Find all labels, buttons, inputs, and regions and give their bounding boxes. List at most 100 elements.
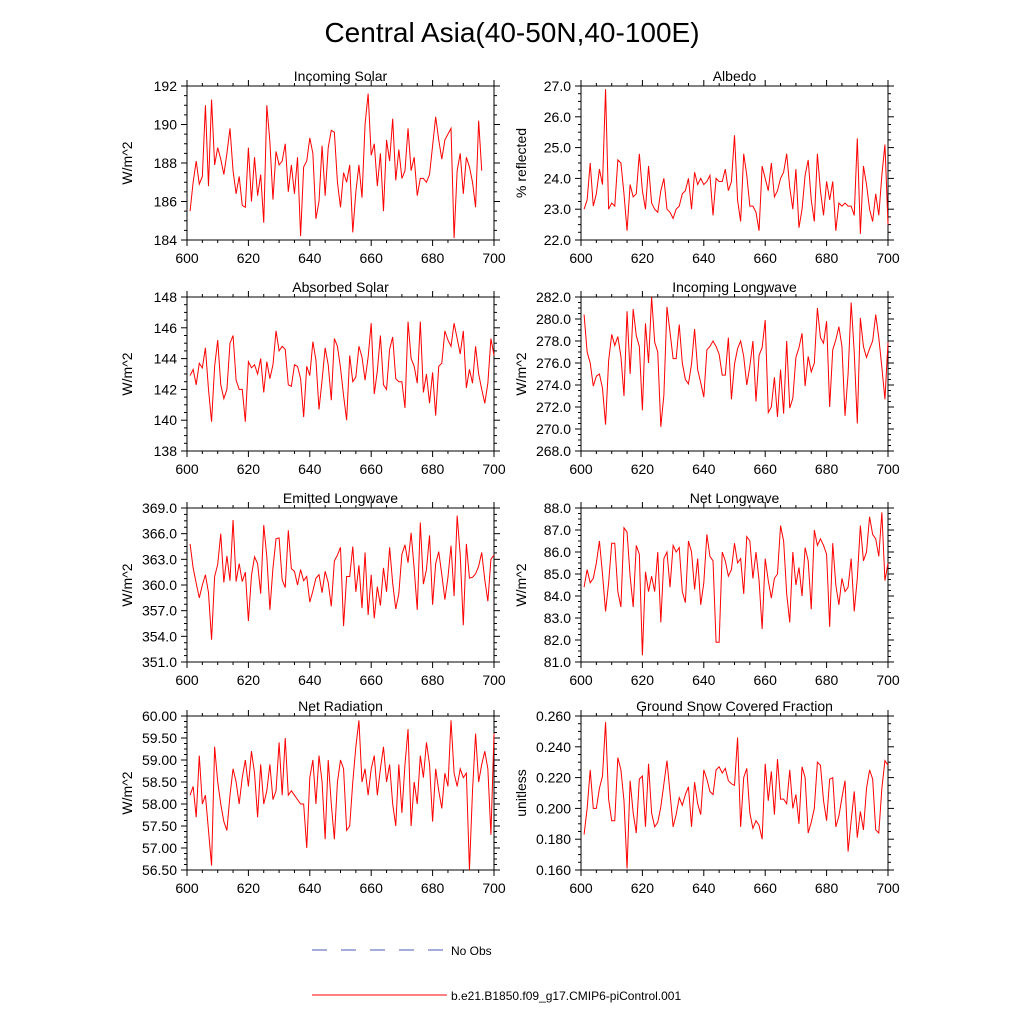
plot-frame bbox=[580, 715, 889, 871]
y-tick-label: 59.50 bbox=[142, 730, 177, 746]
x-tick-label: 600 bbox=[569, 880, 593, 896]
y-tick-label: 0.200 bbox=[536, 800, 571, 816]
y-tick-label: 354.0 bbox=[142, 628, 177, 644]
y-tick-label: 22.0 bbox=[544, 232, 571, 248]
series-line-net-radiation bbox=[189, 720, 495, 871]
x-tick-label: 620 bbox=[631, 880, 655, 896]
series-line-incoming-solar bbox=[189, 93, 483, 239]
y-tick-label: 366.0 bbox=[142, 526, 177, 542]
y-tick-label: 351.0 bbox=[142, 654, 177, 670]
x-tick-label: 660 bbox=[360, 672, 384, 688]
y-tick-label: 274.0 bbox=[536, 377, 571, 393]
y-tick-label: 58.00 bbox=[142, 796, 177, 812]
y-tick-label: 24.0 bbox=[544, 170, 571, 186]
x-tick-label: 680 bbox=[421, 880, 445, 896]
x-tick-label: 620 bbox=[237, 461, 261, 477]
x-tick-label: 640 bbox=[298, 250, 322, 266]
y-tick-label: 0.180 bbox=[536, 831, 571, 847]
x-tick-label: 600 bbox=[175, 461, 199, 477]
x-tick-label: 600 bbox=[569, 250, 593, 266]
panel-title: Net Radiation bbox=[298, 698, 383, 714]
x-tick-label: 680 bbox=[815, 250, 839, 266]
x-tick-label: 700 bbox=[876, 250, 900, 266]
x-tick-label: 620 bbox=[237, 250, 261, 266]
x-tick-label: 680 bbox=[421, 461, 445, 477]
y-tick-label: 363.0 bbox=[142, 551, 177, 567]
x-tick-label: 600 bbox=[175, 880, 199, 896]
y-tick-label: 144 bbox=[154, 351, 178, 367]
x-tick-label: 700 bbox=[482, 672, 506, 688]
y-tick-label: 86.0 bbox=[544, 544, 571, 560]
x-tick-label: 680 bbox=[815, 461, 839, 477]
y-tick-label: 360.0 bbox=[142, 577, 177, 593]
panel-net-radiation: Net Radiation W/m^2 56.50 57.00 57.50 58.00 58… bbox=[119, 698, 506, 896]
series-line-albedo bbox=[583, 89, 889, 234]
y-tick-label: 146 bbox=[154, 320, 178, 336]
y-tick-label: 369.0 bbox=[142, 500, 177, 516]
series-line-incoming-longwave bbox=[583, 296, 889, 427]
y-tick-label: 83.0 bbox=[544, 610, 571, 626]
x-tick-label: 640 bbox=[298, 461, 322, 477]
y-tick-label: 57.00 bbox=[142, 840, 177, 856]
x-tick-label: 600 bbox=[569, 461, 593, 477]
panel-title: Absorbed Solar bbox=[292, 279, 389, 295]
x-tick-label: 700 bbox=[876, 880, 900, 896]
y-tick-label: 270.0 bbox=[536, 421, 571, 437]
y-tick-label: 0.240 bbox=[536, 739, 571, 755]
y-tick-label: 272.0 bbox=[536, 399, 571, 415]
x-tick-label: 620 bbox=[237, 880, 261, 896]
y-tick-label: 87.0 bbox=[544, 522, 571, 538]
x-tick-label: 700 bbox=[482, 250, 506, 266]
legend: No Obs b.e21.B1850.f09_g17.CMIP6-piContr… bbox=[312, 944, 681, 1003]
x-tick-label: 680 bbox=[421, 250, 445, 266]
legend-obs-label: No Obs bbox=[451, 944, 492, 958]
plot-frame bbox=[580, 507, 889, 663]
plot-frame bbox=[186, 715, 495, 871]
y-tick-label: 58.50 bbox=[142, 774, 177, 790]
panel-emitted-longwave: Emitted Longwave W/m^2 351.0 354.0 357.0 360.… bbox=[119, 490, 506, 688]
y-tick-label: 188 bbox=[154, 155, 178, 171]
panel-incoming-solar: Incoming Solar W/m^2 184 186 188 190 192 600 620… bbox=[119, 68, 506, 266]
panel-title: Albedo bbox=[713, 68, 757, 84]
x-tick-label: 680 bbox=[421, 672, 445, 688]
y-tick-label: 0.160 bbox=[536, 862, 571, 878]
panel-title: Emitted Longwave bbox=[283, 490, 398, 506]
plot-frame bbox=[186, 296, 495, 452]
y-tick-label: 82.0 bbox=[544, 632, 571, 648]
panel-net-longwave: Net Longwave W/m^2 81.0 82.0 83.0 84.0 85.0 86.… bbox=[513, 490, 900, 688]
y-tick-label: 282.0 bbox=[536, 289, 571, 305]
x-tick-label: 620 bbox=[631, 672, 655, 688]
panel-title: Net Longwave bbox=[690, 490, 780, 506]
x-tick-label: 620 bbox=[631, 250, 655, 266]
panel-grid: Incoming Solar W/m^2 184 186 188 190 192 600 620… bbox=[119, 68, 900, 896]
y-tick-label: 84.0 bbox=[544, 588, 571, 604]
y-axis-label: % reflected bbox=[513, 128, 529, 198]
y-axis-label: unitless bbox=[513, 769, 529, 816]
y-tick-label: 138 bbox=[154, 443, 178, 459]
y-tick-label: 190 bbox=[154, 117, 178, 133]
figure-title: Central Asia(40-50N,40-100E) bbox=[324, 17, 699, 48]
y-tick-label: 57.50 bbox=[142, 818, 177, 834]
y-tick-label: 0.220 bbox=[536, 770, 571, 786]
x-tick-label: 640 bbox=[692, 461, 716, 477]
x-tick-label: 640 bbox=[298, 672, 322, 688]
y-axis-label: W/m^2 bbox=[513, 352, 529, 395]
x-tick-label: 700 bbox=[482, 461, 506, 477]
y-tick-label: 278.0 bbox=[536, 333, 571, 349]
x-tick-label: 660 bbox=[754, 461, 778, 477]
y-tick-label: 88.0 bbox=[544, 500, 571, 516]
x-tick-label: 660 bbox=[360, 880, 384, 896]
y-axis-label: W/m^2 bbox=[119, 563, 135, 606]
x-tick-label: 680 bbox=[815, 672, 839, 688]
y-tick-label: 186 bbox=[154, 194, 178, 210]
y-tick-label: 142 bbox=[154, 381, 178, 397]
series-line-net-longwave bbox=[583, 512, 889, 656]
x-tick-label: 640 bbox=[692, 250, 716, 266]
x-tick-label: 640 bbox=[692, 880, 716, 896]
y-tick-label: 27.0 bbox=[544, 78, 571, 94]
series-line-emitted-longwave bbox=[189, 515, 495, 640]
x-tick-label: 600 bbox=[175, 672, 199, 688]
y-axis-label: W/m^2 bbox=[119, 141, 135, 184]
y-axis-label: W/m^2 bbox=[119, 352, 135, 395]
x-tick-label: 700 bbox=[482, 880, 506, 896]
